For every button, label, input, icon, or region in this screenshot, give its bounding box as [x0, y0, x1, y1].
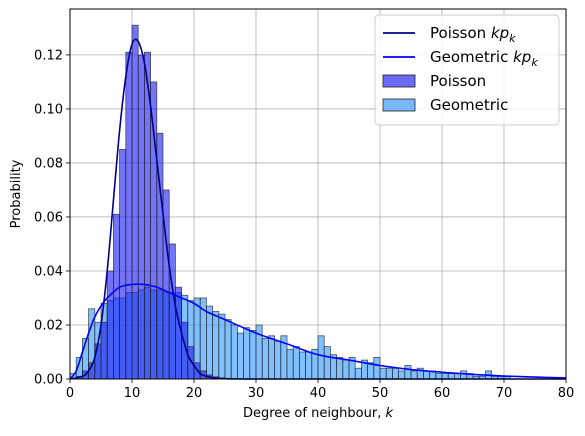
x-tick-label: 10	[124, 386, 141, 401]
y-tick-label: 0.02	[34, 318, 63, 333]
legend-patch-swatch	[382, 98, 416, 112]
geometric-curve	[69, 283, 567, 380]
geometric-bar	[391, 367, 399, 380]
legend-label: Geometric kpk	[430, 48, 538, 69]
geometric-bar	[205, 305, 213, 380]
geometric-bar	[243, 327, 251, 380]
y-tick-label: 0.10	[34, 102, 63, 117]
histogram-bars	[69, 24, 511, 380]
legend-box	[374, 14, 560, 126]
poisson-bar	[106, 270, 114, 380]
geometric-bar	[435, 373, 443, 380]
x-tick-label: 80	[558, 386, 575, 401]
x-tick-label: 60	[434, 386, 451, 401]
axis-ticks: 0 10 20 30 40 50 60 70 80 0.00 0.02 0.04 0.06 0.08 0.1…	[34, 48, 574, 401]
poisson-bar	[125, 51, 133, 380]
geometric-bar	[453, 373, 461, 380]
y-tick-label: 0.12	[34, 48, 63, 63]
geometric-bar	[292, 346, 300, 380]
y-tick-label: 0.08	[34, 156, 63, 171]
legend-label: Poisson	[430, 72, 486, 90]
poisson-bar	[174, 286, 182, 380]
y-axis-label: Probability	[9, 159, 24, 228]
legend-label: Geometric	[430, 96, 508, 114]
poisson-bar	[168, 243, 176, 380]
geometric-bar	[441, 373, 449, 380]
geometric-bar	[385, 367, 393, 380]
poisson-bar	[131, 24, 139, 380]
geometric-bar	[218, 313, 226, 380]
poisson-bar	[113, 213, 121, 380]
geometric-bar	[286, 348, 294, 380]
y-tick-label: 0.00	[34, 373, 63, 388]
geometric-bar	[323, 346, 331, 380]
geometric-bar	[379, 367, 387, 380]
geometric-bar	[212, 311, 220, 380]
x-axis-label: Degree of neighbour, k	[243, 406, 394, 421]
geometric-bar	[336, 356, 344, 380]
geometric-bar	[373, 356, 381, 380]
legend: Poisson kpk Geometric kpk Poisson Geometric	[374, 14, 560, 126]
geometric-bar	[298, 351, 306, 380]
geometric-bar	[261, 338, 269, 380]
geometric-bar	[447, 373, 455, 380]
y-tick-label: 0.06	[34, 210, 63, 225]
x-tick-label: 50	[372, 386, 389, 401]
poisson-bar	[119, 149, 127, 380]
geometric-bar	[410, 370, 418, 380]
poisson-bar	[137, 54, 145, 380]
geometric-bar	[404, 365, 412, 380]
geometric-bar	[460, 370, 468, 380]
geometric-bar	[317, 335, 325, 380]
x-tick-label: 30	[248, 386, 265, 401]
geometric-bar	[354, 367, 362, 380]
geometric-bar	[236, 332, 244, 380]
geometric-bar	[224, 319, 232, 380]
geometric-bar	[249, 329, 257, 380]
x-tick-label: 20	[186, 386, 203, 401]
geometric-bar	[367, 362, 375, 380]
geometric-bar	[398, 370, 406, 380]
geometric-bar	[342, 359, 350, 380]
x-tick-label: 0	[66, 386, 74, 401]
geometric-bar	[422, 370, 430, 380]
x-tick-label: 40	[310, 386, 327, 401]
y-tick-label: 0.04	[34, 264, 63, 279]
legend-label: Poisson kpk	[430, 24, 516, 45]
geometric-bar	[274, 340, 282, 380]
x-tick-label: 70	[496, 386, 513, 401]
poisson-bar	[100, 321, 108, 380]
geometric-bar	[267, 335, 275, 380]
geometric-bar	[230, 324, 238, 380]
legend-patch-swatch	[382, 74, 416, 88]
geometric-bar	[305, 351, 313, 380]
poisson-bar	[94, 343, 102, 380]
